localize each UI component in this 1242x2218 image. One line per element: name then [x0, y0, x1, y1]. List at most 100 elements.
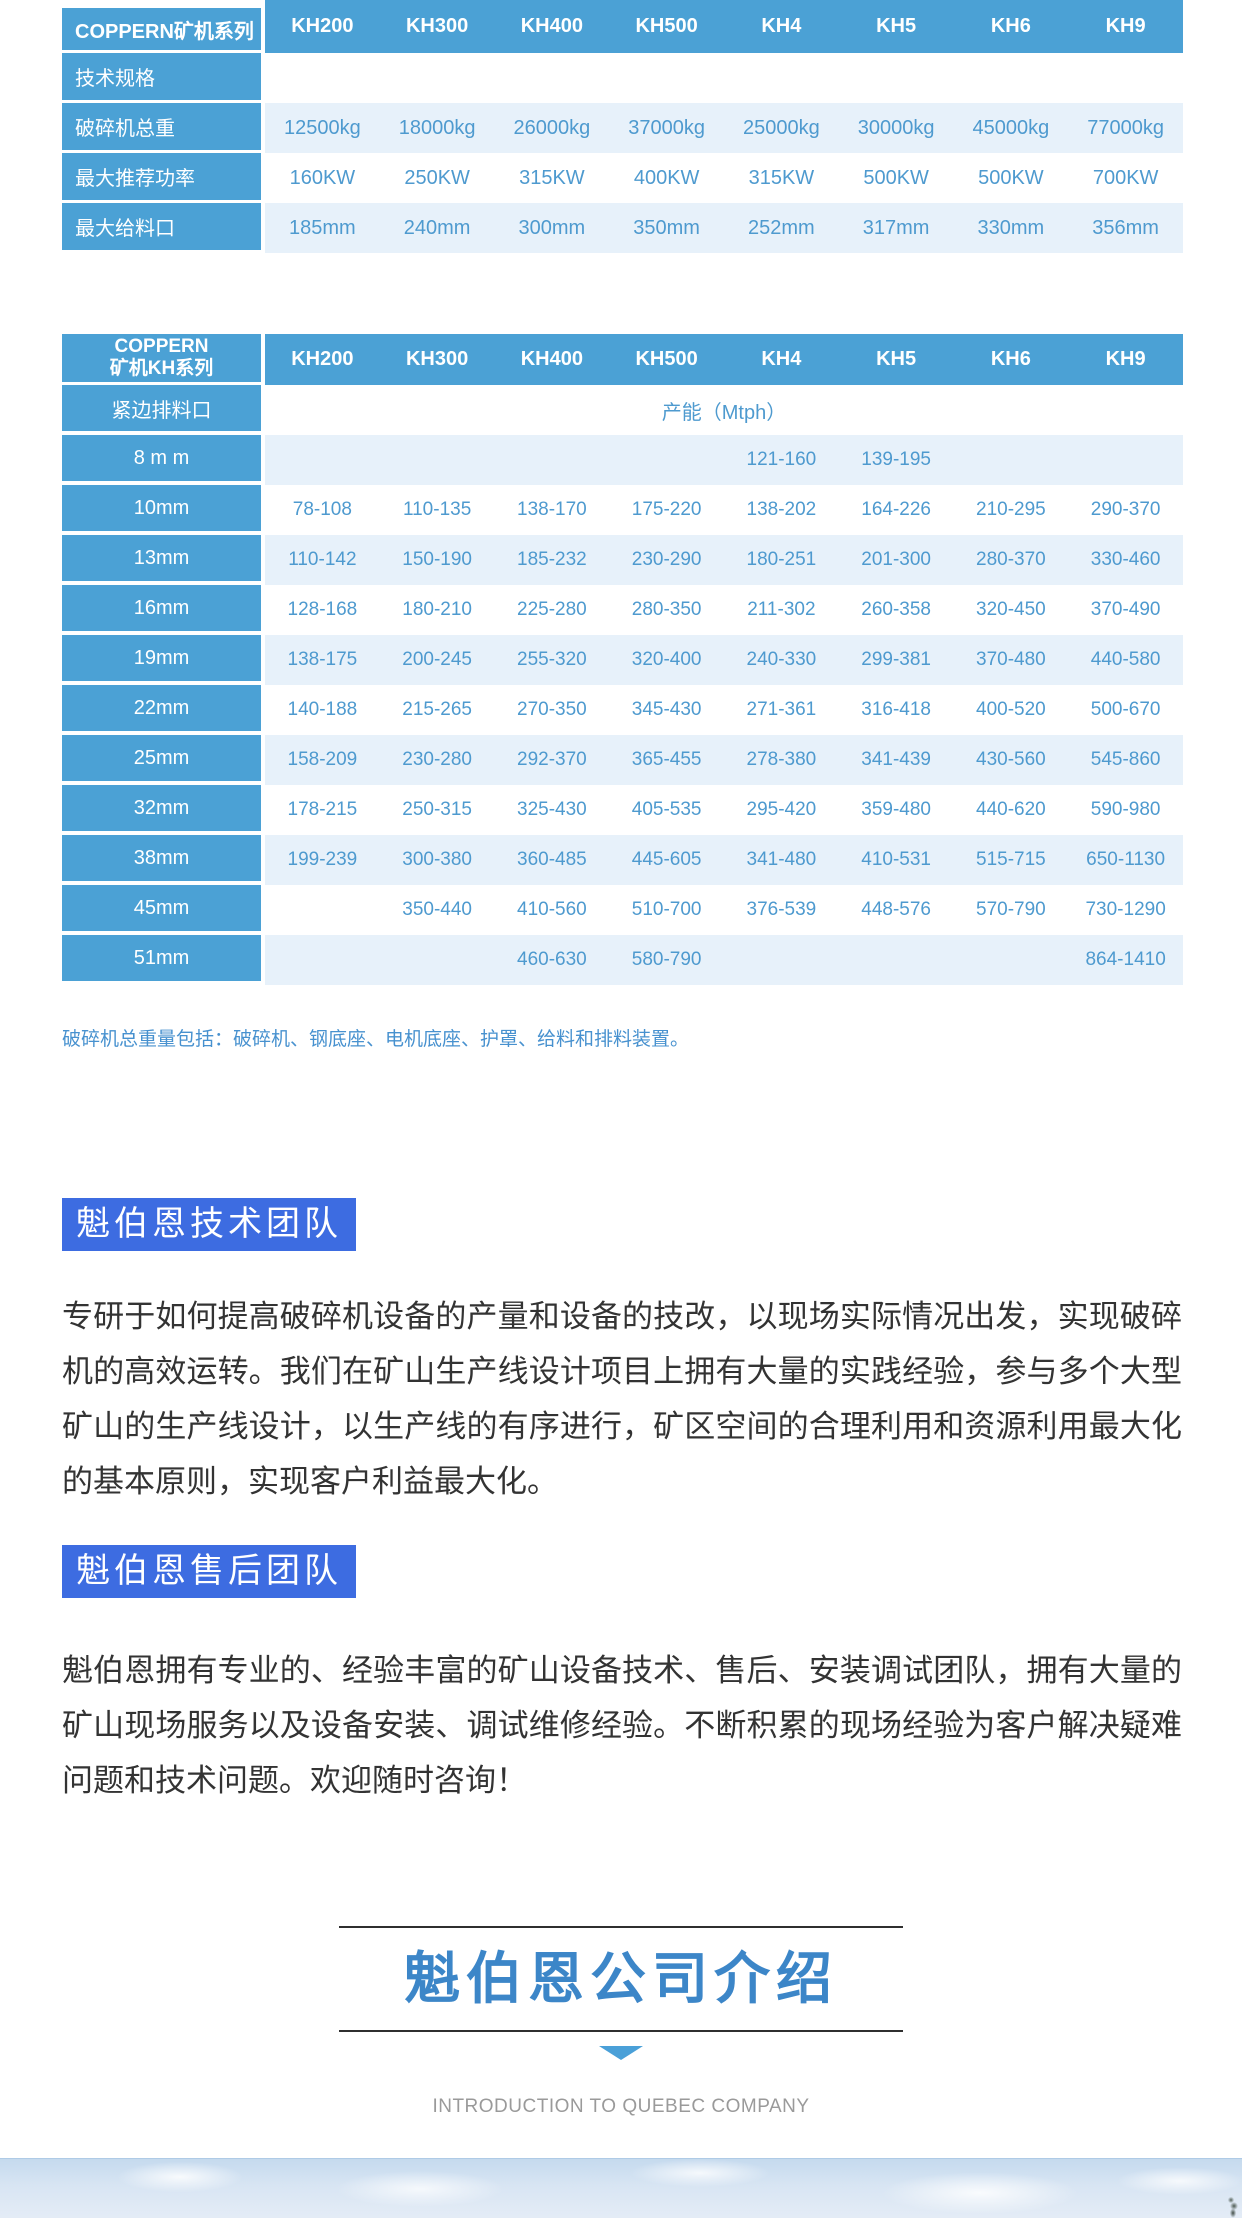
empty-span-cell [265, 53, 1183, 103]
data-cell: 445-605 [609, 835, 724, 885]
company-intro-section: 魁伯恩公司介绍 INTRODUCTION TO QUEBEC COMPANY [0, 1926, 1242, 2118]
data-cell: 180-251 [724, 535, 839, 585]
table-row: 10mm 78-108 110-135 138-170 175-220 138-202 16… [62, 485, 1183, 535]
data-cell: 295-420 [724, 785, 839, 835]
data-cell: 139-195 [838, 435, 954, 485]
data-cell: 252mm [724, 203, 839, 253]
data-cell: 121-160 [724, 435, 839, 485]
data-cell: 110-135 [379, 485, 495, 535]
column-header: KH500 [609, 0, 724, 53]
column-header: KH5 [838, 0, 954, 53]
header-row: COPPERN矿机系列 KH200 KH300 KH400 KH500 KH4 KH5 KH6… [62, 0, 1183, 53]
data-cell: 178-215 [265, 785, 380, 835]
row-label: 8 m m [62, 435, 265, 485]
data-cell: 26000kg [494, 103, 610, 153]
data-cell: 300mm [494, 203, 610, 253]
data-cell: 315KW [724, 153, 839, 203]
data-cell: 400KW [609, 153, 724, 203]
aftersales-team-paragraph: 魁伯恩拥有专业的、经验丰富的矿山设备技术、售后、安装调试团队，拥有大量的矿山现场… [62, 1653, 1182, 1798]
data-cell: 25000kg [724, 103, 839, 153]
data-cell: 290-370 [1068, 485, 1183, 535]
data-cell [265, 435, 380, 485]
data-cell: 150-190 [379, 535, 495, 585]
data-cell: 510-700 [609, 885, 724, 935]
row-label: 16mm [62, 585, 265, 635]
company-intro-subtitle: INTRODUCTION TO QUEBEC COMPANY [432, 2096, 810, 2117]
data-cell: 580-790 [609, 935, 724, 985]
data-cell: 230-290 [609, 535, 724, 585]
data-cell: 410-531 [838, 835, 954, 885]
column-header: KH400 [494, 0, 610, 53]
data-cell: 300-380 [379, 835, 495, 885]
column-header: KH400 [494, 334, 610, 385]
column-header: KH4 [724, 334, 839, 385]
column-header: KH6 [953, 0, 1069, 53]
data-cell: 500KW [838, 153, 954, 203]
data-cell: 365-455 [609, 735, 724, 785]
data-cell: 185-232 [494, 535, 610, 585]
data-cell: 299-381 [838, 635, 954, 685]
tech-team-badge: 魁伯恩技术团队 [62, 1198, 356, 1251]
row-label: 最大推荐功率 [62, 153, 265, 203]
data-cell: 138-202 [724, 485, 839, 535]
data-cell [494, 435, 610, 485]
capacity-table-body: COPPERN 矿机KH系列 KH200 KH300 KH400 KH500 KH4 KH5 K… [62, 334, 1183, 985]
spec-table: COPPERN矿机系列 KH200 KH300 KH400 KH500 KH4 KH5 KH6… [62, 0, 1183, 253]
column-header: KH4 [724, 0, 839, 53]
data-cell: 500KW [953, 153, 1069, 203]
data-cell: 138-170 [494, 485, 610, 535]
data-cell: 185mm [265, 203, 380, 253]
data-cell: 430-560 [953, 735, 1069, 785]
capacity-unit-row: 紧边排料口 产能（Mtph） [62, 385, 1183, 435]
data-cell: 255-320 [494, 635, 610, 685]
distant-structure-image [1228, 2196, 1238, 2218]
divider-top [339, 1926, 903, 1928]
table-corner-label: COPPERN矿机系列 [62, 0, 265, 53]
table-row: 19mm 138-175 200-245 255-320 320-400 240-330 2… [62, 635, 1183, 685]
data-cell: 164-226 [838, 485, 954, 535]
corner-line-1: COPPERN [114, 336, 209, 357]
data-cell: 460-630 [494, 935, 610, 985]
column-header: KH300 [379, 0, 495, 53]
capacity-table: COPPERN 矿机KH系列 KH200 KH300 KH400 KH500 KH4 KH5 K… [62, 334, 1183, 985]
data-cell: 240-330 [724, 635, 839, 685]
data-cell: 270-350 [494, 685, 610, 735]
data-cell: 199-239 [265, 835, 380, 885]
data-cell: 45000kg [953, 103, 1069, 153]
section-row: 技术规格 [62, 53, 1183, 103]
data-cell: 341-439 [838, 735, 954, 785]
data-cell: 440-580 [1068, 635, 1183, 685]
data-cell: 200-245 [379, 635, 495, 685]
data-cell: 359-480 [838, 785, 954, 835]
column-header: KH9 [1068, 334, 1183, 385]
data-cell: 730-1290 [1068, 885, 1183, 935]
data-cell: 260-358 [838, 585, 954, 635]
data-cell: 175-220 [609, 485, 724, 535]
company-intro-title: 魁伯恩公司介绍 [404, 1947, 838, 2010]
data-cell: 317mm [838, 203, 954, 253]
column-header: KH5 [838, 334, 954, 385]
table-row: 32mm 178-215 250-315 325-430 405-535 295-420 3… [62, 785, 1183, 835]
table-row: 22mm 140-188 215-265 270-350 345-430 271-361 3… [62, 685, 1183, 735]
data-cell [953, 935, 1069, 985]
table-footnote: 破碎机总重量包括：破碎机、钢底座、电机底座、护罩、给料和排料装置。 [62, 1029, 690, 1050]
data-cell: 345-430 [609, 685, 724, 735]
table-row: 25mm 158-209 230-280 292-370 365-455 278-380 3… [62, 735, 1183, 785]
table-row: 16mm 128-168 180-210 225-280 280-350 211-302 2… [62, 585, 1183, 635]
column-header: KH200 [265, 0, 380, 53]
data-cell [609, 435, 724, 485]
data-cell: 18000kg [379, 103, 495, 153]
data-cell: 278-380 [724, 735, 839, 785]
column-header: KH9 [1068, 0, 1183, 53]
tech-team-paragraph: 专研于如何提高破碎机设备的产量和设备的技改，以现场实际情况出发，实现破碎机的高效… [62, 1299, 1182, 1499]
data-cell: 250-315 [379, 785, 495, 835]
data-cell: 30000kg [838, 103, 954, 153]
table-row: 最大推荐功率 160KW 250KW 315KW 400KW 315KW 500KW 500K… [62, 153, 1183, 203]
data-cell: 590-980 [1068, 785, 1183, 835]
data-cell: 77000kg [1068, 103, 1183, 153]
column-header: KH500 [609, 334, 724, 385]
data-cell: 110-142 [265, 535, 380, 585]
row-label: 最大给料口 [62, 203, 265, 253]
header-row: COPPERN 矿机KH系列 KH200 KH300 KH400 KH500 KH4 KH5 K… [62, 334, 1183, 385]
